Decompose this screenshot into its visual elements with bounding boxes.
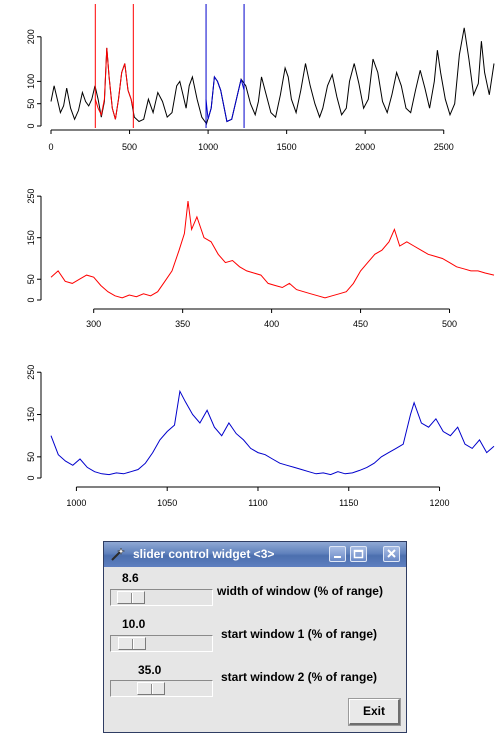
x-tick-label: 0 [48, 142, 53, 152]
minimize-button[interactable] [329, 546, 346, 562]
window-width-value: 8.6 [122, 571, 139, 585]
window-width-slider[interactable] [110, 589, 213, 606]
series-line [50, 201, 495, 299]
x-tick-label: 1000 [198, 142, 218, 152]
series-line [94, 47, 134, 120]
y-tick-label: 0 [26, 475, 36, 480]
exit-button[interactable]: Exit [348, 698, 401, 726]
x-tick-label: 1050 [157, 498, 177, 508]
maximize-button[interactable] [350, 546, 367, 562]
wand-icon[interactable] [110, 547, 125, 562]
start-window-1-label: start window 1 (% of range) [221, 627, 378, 641]
y-tick-label: 250 [26, 365, 36, 380]
start-window-2-value: 35.0 [138, 663, 162, 677]
window-2-chart: 1000 1050 1100 1150 1200 0 50 150 250 [26, 365, 495, 508]
y-tick-label: 200 [26, 29, 36, 44]
window-1-chart: 300 350 400 450 500 0 50 150 250 [26, 189, 495, 329]
start-window-2-label: start window 2 (% of range) [221, 670, 378, 684]
close-button[interactable] [383, 546, 400, 562]
minimize-icon [334, 556, 341, 558]
overview-chart: 0 500 1000 1500 2000 2500 0 50 100 200 [26, 4, 495, 152]
x-tick-label: 1500 [277, 142, 297, 152]
y-tick-label: 50 [26, 99, 36, 109]
window-width-label: width of window (% of range) [217, 584, 383, 598]
series-line [205, 75, 245, 123]
y-tick-label: 50 [26, 274, 36, 284]
close-icon [387, 549, 396, 558]
slider-control-window: slider control widget <3> 8.6 width of w… [103, 541, 407, 733]
start-window-2-slider-thumb[interactable] [137, 682, 165, 695]
start-window-1-slider-thumb[interactable] [118, 637, 146, 650]
y-tick-label: 0 [26, 123, 36, 128]
y-tick-label: 250 [26, 189, 36, 204]
window-title: slider control widget <3> [133, 547, 275, 561]
y-tick-label: 150 [26, 230, 36, 245]
y-tick-label: 150 [26, 407, 36, 422]
y-tick-label: 100 [26, 74, 36, 89]
start-window-2-slider[interactable] [110, 680, 213, 697]
x-tick-label: 1100 [248, 498, 267, 508]
x-tick-label: 450 [353, 319, 368, 329]
window-width-slider-thumb[interactable] [117, 591, 145, 604]
series-line [50, 389, 495, 476]
x-tick-label: 350 [175, 319, 190, 329]
y-tick-label: 50 [26, 452, 36, 462]
maximize-icon [353, 549, 364, 559]
title-bar[interactable]: slider control widget <3> [104, 542, 406, 567]
x-tick-label: 1150 [339, 498, 358, 508]
x-tick-label: 400 [264, 319, 279, 329]
start-window-1-value: 10.0 [122, 617, 146, 631]
x-tick-label: 500 [122, 142, 137, 152]
x-tick-label: 2500 [434, 142, 454, 152]
x-tick-label: 500 [442, 319, 457, 329]
start-window-1-slider[interactable] [110, 635, 213, 652]
y-tick-label: 0 [26, 297, 36, 302]
series-line [50, 27, 495, 125]
x-tick-label: 300 [86, 319, 101, 329]
x-tick-label: 1000 [66, 498, 86, 508]
x-tick-label: 2000 [355, 142, 375, 152]
x-tick-label: 1200 [430, 498, 450, 508]
